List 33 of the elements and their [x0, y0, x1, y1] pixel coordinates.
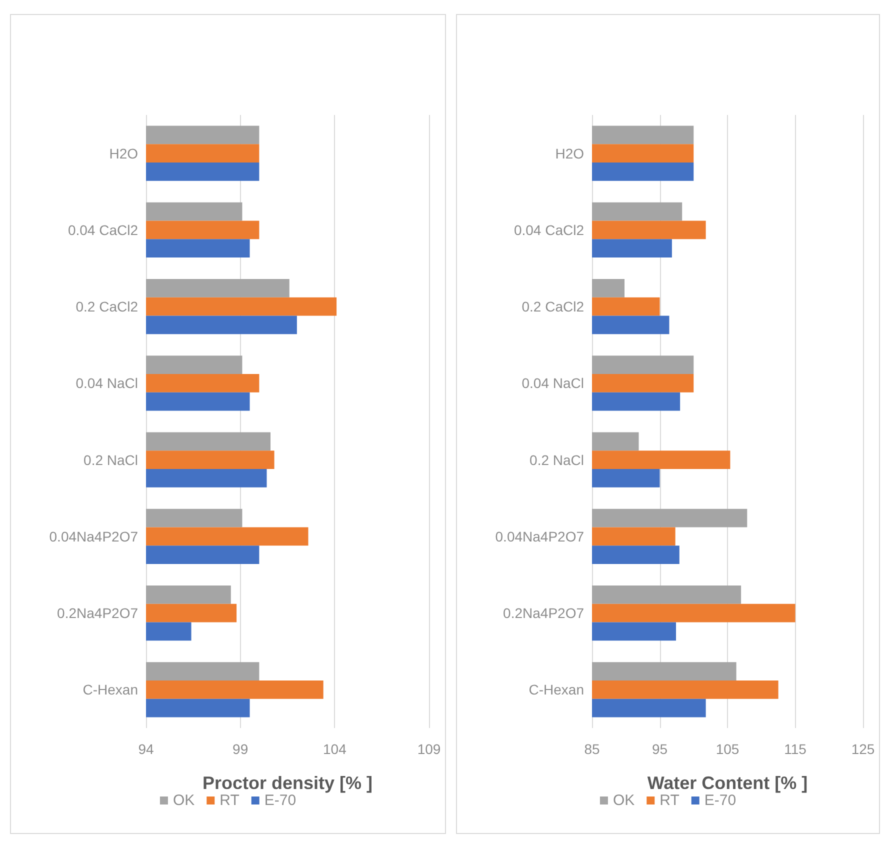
x-tick-label: 105: [716, 741, 740, 757]
x-tick-label: 94: [138, 741, 154, 757]
y-tick-label: 0.04 CaCl2: [68, 222, 138, 238]
y-tick-label: H2O: [555, 145, 584, 162]
y-tick-label: 0.2 CaCl2: [522, 298, 584, 315]
y-tick-label: 0.04Na4P2O7: [49, 528, 138, 544]
legend-label: OK: [612, 792, 635, 809]
y-tick-label: C-Hexan: [528, 682, 584, 698]
y-tick-label: 0.2Na4P2O7: [503, 605, 584, 622]
x-tick-label: 85: [584, 741, 600, 757]
x-axis-title: Water Content [% ]: [647, 773, 808, 793]
x-tick-label: 125: [851, 741, 875, 757]
legend-label: OK: [172, 792, 195, 809]
y-tick-label: 0.04 NaCl: [76, 375, 138, 392]
legend-label: RT: [660, 792, 680, 809]
y-tick-label: C-Hexan: [82, 682, 138, 698]
x-axis-title: Proctor density [% ]: [202, 773, 373, 793]
legend-label: E-70: [264, 792, 296, 809]
x-tick-label: 109: [417, 741, 441, 757]
x-tick-label: 115: [784, 741, 807, 757]
legend-label: E-70: [704, 792, 736, 809]
y-tick-label: 0.2Na4P2O7: [57, 605, 138, 622]
y-tick-label: 0.04Na4P2O7: [495, 528, 584, 544]
y-tick-label: 0.04 NaCl: [522, 375, 584, 392]
legend-label: RT: [220, 792, 240, 809]
x-tick-label: 104: [322, 741, 347, 757]
x-tick-label: 95: [652, 741, 668, 757]
y-tick-label: 0.2 NaCl: [84, 452, 138, 468]
y-tick-label: 0.2 NaCl: [530, 452, 584, 468]
x-tick-label: 99: [232, 741, 248, 757]
y-tick-label: 0.04 CaCl2: [514, 222, 584, 238]
y-tick-label: H2O: [109, 145, 138, 162]
y-tick-label: 0.2 CaCl2: [76, 298, 138, 315]
